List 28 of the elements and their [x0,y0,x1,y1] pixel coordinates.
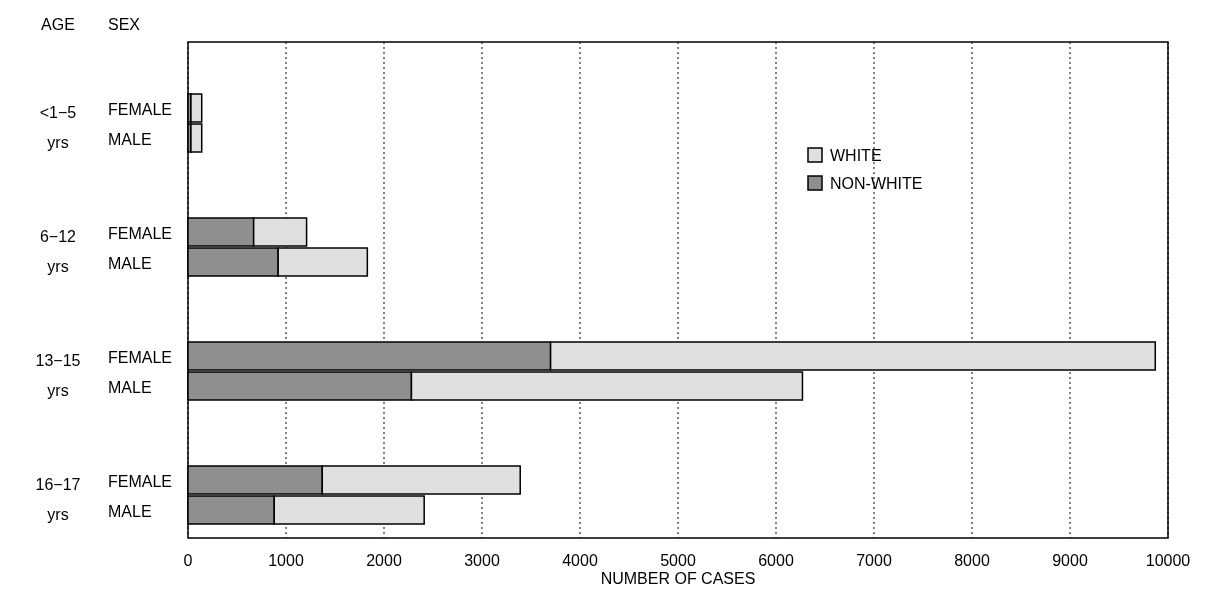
y-tick-label: FEMALE [108,349,173,366]
legend-label: NON-WHITE [830,175,923,192]
text: <1−5 yrs [39,104,77,151]
text: 16−17 yrs [35,476,81,523]
y-tick-label: MALE [108,255,152,272]
x-tick-label: 2000 [366,552,402,569]
x-tick-label: 1000 [268,552,304,569]
x-tick-label: 5000 [660,552,696,569]
y-tick-label: MALE [108,131,152,148]
x-tick-label: 3000 [464,552,500,569]
text: 13−15 yrs [35,352,81,399]
text: AGE [41,16,75,33]
y-tick-label: FEMALE [108,101,173,118]
x-tick-label: 6000 [758,552,794,569]
x-tick-label: 4000 [562,552,598,569]
y-tick-label: MALE [108,503,152,520]
x-tick-label: 0 [183,552,193,569]
y-axis-title: SEX [108,16,141,33]
y-tick-label: FEMALE [108,225,173,242]
legend-label: WHITE [830,147,882,164]
x-tick-label: 7000 [856,552,892,569]
y-tick-label: MALE [108,379,152,396]
text: 6−12 yrs [39,228,77,275]
x-axis-title: NUMBER OF CASES [600,570,756,587]
y-tick-label: FEMALE [108,473,173,490]
x-tick-label: 9000 [1052,552,1088,569]
x-tick-label: 8000 [954,552,990,569]
x-tick-label: 10000 [1145,552,1191,569]
